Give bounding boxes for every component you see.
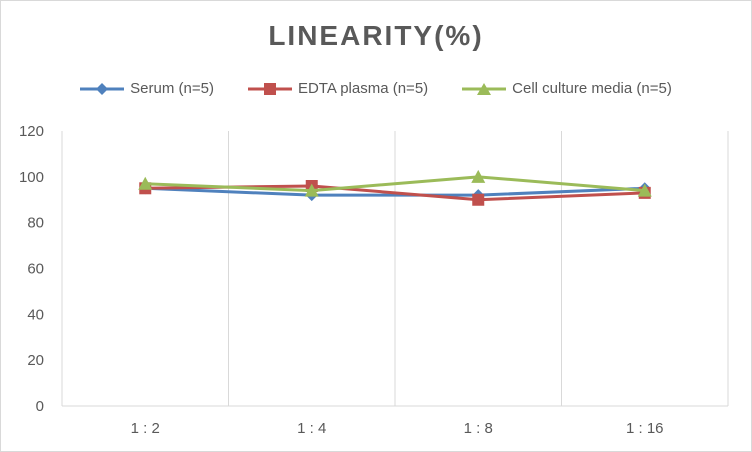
legend-label-serum: Serum (n=5)	[130, 80, 214, 97]
y-tick-label: 60	[27, 261, 44, 278]
legend-label-edta-plasma: EDTA plasma (n=5)	[297, 80, 429, 97]
legend-item-cell-culture-media: Cell culture media (n=5)	[462, 80, 672, 97]
x-tick-label: 1 : 16	[626, 420, 664, 437]
y-tick-label: 80	[27, 215, 44, 232]
chart-legend: Serum (n=5) EDTA plasma (n=5) Cell cultu…	[0, 80, 752, 97]
x-tick-label: 1 : 4	[297, 420, 326, 437]
legend-label-cell-culture-media: Cell culture media (n=5)	[512, 80, 672, 97]
data-point-cell-culture-media	[304, 183, 319, 197]
data-point-cell-culture-media	[637, 183, 652, 197]
x-tick-label: 1 : 2	[131, 420, 160, 437]
legend-item-edta-plasma: EDTA plasma (n=5)	[247, 80, 429, 97]
y-tick-label: 100	[19, 169, 44, 186]
y-tick-label: 40	[27, 306, 44, 323]
data-point-cell-culture-media	[471, 169, 486, 183]
x-tick-label: 1 : 8	[464, 420, 493, 437]
y-tick-label: 0	[36, 398, 44, 415]
legend-item-serum: Serum (n=5)	[80, 80, 214, 97]
y-tick-label: 20	[27, 352, 44, 369]
series-line-cell-culture-media	[145, 175, 645, 193]
data-point-cell-culture-media	[138, 176, 153, 190]
legend-key-edta-plasma	[247, 82, 292, 95]
chart-title: LINEARITY(%)	[268, 20, 484, 51]
data-point-edta-plasma	[472, 193, 485, 206]
y-tick-label: 120	[19, 123, 44, 140]
legend-key-serum	[80, 82, 125, 95]
legend-key-cell-culture-media	[462, 82, 507, 95]
series-line-serum	[145, 186, 645, 197]
